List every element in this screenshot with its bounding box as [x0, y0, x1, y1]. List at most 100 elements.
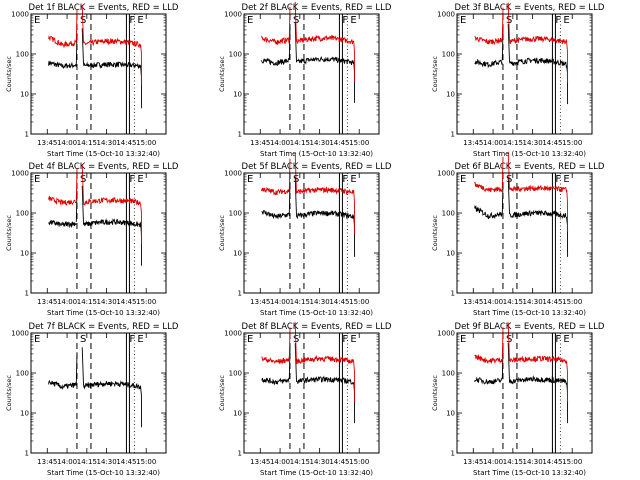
marker-label-F: F: [342, 334, 348, 345]
y-tick-label: 100: [229, 210, 242, 218]
y-axis-label: Counts/sec: [5, 215, 13, 251]
chart-title: Det 9f BLACK = Events, RED = LLD: [455, 322, 605, 332]
chart-title: Det 5f BLACK = Events, RED = LLD: [242, 162, 392, 172]
x-tick-label: 14:15: [290, 139, 310, 147]
x-tick-label: 14:45: [542, 298, 562, 306]
series-spike-events: [501, 348, 504, 380]
series-spike-events: [288, 27, 291, 60]
x-tick-label: 14:00: [57, 458, 77, 466]
x-tick-label: 15:00: [349, 139, 369, 147]
series-line-events: [81, 185, 143, 266]
x-tick-label: 13:45: [250, 298, 270, 306]
y-axis-label: Counts/sec: [218, 215, 226, 251]
x-tick-label: 14:45: [329, 139, 349, 147]
chart-panel-4: Det 4f BLACK = Events, RED = LLD Counts/s…: [5, 162, 179, 317]
x-tick-label: 15:00: [349, 298, 369, 306]
marker-label-E: E: [563, 15, 569, 26]
chart-title: Det 4f BLACK = Events, RED = LLD: [29, 162, 179, 172]
plot-frame: [30, 13, 167, 135]
series-line-lld: [294, 153, 356, 234]
plot-frame: [456, 13, 593, 135]
x-tick-label: 14:00: [270, 298, 290, 306]
marker-label-E: E: [247, 174, 253, 185]
chart-title: Det 1f BLACK = Events, RED = LLD: [29, 3, 179, 13]
plot-frame: [30, 172, 167, 294]
y-tick-label: 100: [442, 370, 455, 378]
series-line-events: [294, 22, 356, 103]
y-tick-label: 1: [451, 290, 455, 298]
x-tick-label: 14:15: [77, 458, 97, 466]
series-line-events: [294, 343, 356, 424]
x-tick-label: 14:15: [290, 298, 310, 306]
series-line-lld: [261, 35, 290, 46]
y-tick-label: 1000: [11, 170, 29, 178]
x-tick-label: 14:15: [77, 139, 97, 147]
marker-label-E: E: [350, 174, 356, 185]
series-line-events: [81, 347, 143, 428]
chart-panel-2: Det 2f BLACK = Events, RED = LLD Counts/s…: [218, 1, 392, 158]
y-tick-label: 10: [20, 410, 29, 418]
x-tick-label: 15:00: [136, 139, 156, 147]
y-tick-label: 1000: [437, 11, 455, 19]
x-tick-label: 14:15: [503, 298, 523, 306]
series-line-events: [48, 379, 77, 391]
x-tick-label: 14:45: [116, 298, 136, 306]
x-axis-label: Start Time (15-Oct-10 13:32:40): [473, 309, 586, 317]
x-tick-label: 15:00: [562, 458, 582, 466]
series-spike-lld: [75, 9, 78, 42]
y-axis-label: Counts/sec: [431, 375, 439, 411]
marker-label-F: F: [555, 334, 561, 345]
x-tick-label: 14:30: [97, 458, 117, 466]
y-tick-label: 1: [451, 131, 455, 139]
chart-title: Det 2f BLACK = Events, RED = LLD: [242, 3, 392, 13]
y-tick-label: 100: [442, 210, 455, 218]
chart-title: Det 3f BLACK = Events, RED = LLD: [455, 3, 605, 13]
marker-label-F: F: [342, 15, 348, 26]
chart-title: Det 8f BLACK = Events, RED = LLD: [242, 322, 392, 332]
series-line-events: [48, 60, 77, 69]
x-tick-label: 13:45: [250, 458, 270, 466]
series-line-events: [261, 57, 290, 66]
series-line-events: [48, 219, 77, 229]
series-line-events: [507, 24, 569, 105]
x-tick-label: 14:45: [542, 458, 562, 466]
y-tick-label: 1: [25, 290, 29, 298]
marker-label-F: F: [555, 15, 561, 26]
y-tick-label: 1000: [224, 330, 242, 338]
x-axis-label: Start Time (15-Oct-10 13:32:40): [260, 469, 373, 477]
series-line-lld: [48, 195, 77, 206]
x-tick-label: 14:30: [310, 458, 330, 466]
series-line-lld: [474, 35, 503, 46]
marker-label-E: E: [247, 15, 253, 26]
series-spike-events: [75, 33, 78, 65]
x-tick-label: 13:45: [463, 298, 483, 306]
series-line-events: [294, 176, 356, 257]
series-line-events: [261, 377, 290, 386]
y-tick-label: 1000: [224, 170, 242, 178]
y-tick-label: 1000: [437, 170, 455, 178]
y-tick-label: 1: [25, 131, 29, 139]
y-axis-label: Counts/sec: [5, 375, 13, 411]
y-tick-label: 100: [229, 51, 242, 59]
y-tick-label: 1000: [11, 330, 29, 338]
chart-panel-6: Det 6f BLACK = Events, RED = LLD Counts/s…: [431, 151, 605, 317]
y-axis-label: Counts/sec: [218, 375, 226, 411]
series-line-lld: [507, 2, 569, 83]
marker-label-E: E: [137, 174, 143, 185]
series-spike-events: [75, 190, 78, 222]
x-tick-label: 14:45: [116, 458, 136, 466]
y-tick-label: 10: [233, 91, 242, 99]
plot-frame: [243, 13, 380, 135]
series-line-lld: [294, 322, 356, 403]
marker-label-E: E: [460, 15, 466, 26]
y-tick-label: 100: [16, 370, 29, 378]
x-tick-label: 15:00: [136, 298, 156, 306]
x-tick-label: 14:15: [503, 458, 523, 466]
x-tick-label: 14:00: [57, 298, 77, 306]
marker-label-E: E: [460, 334, 466, 345]
y-tick-label: 1000: [11, 11, 29, 19]
x-tick-label: 14:00: [57, 139, 77, 147]
y-axis-label: Counts/sec: [5, 56, 13, 92]
y-tick-label: 1: [451, 450, 455, 458]
x-axis-label: Start Time (15-Oct-10 13:32:40): [47, 469, 160, 477]
